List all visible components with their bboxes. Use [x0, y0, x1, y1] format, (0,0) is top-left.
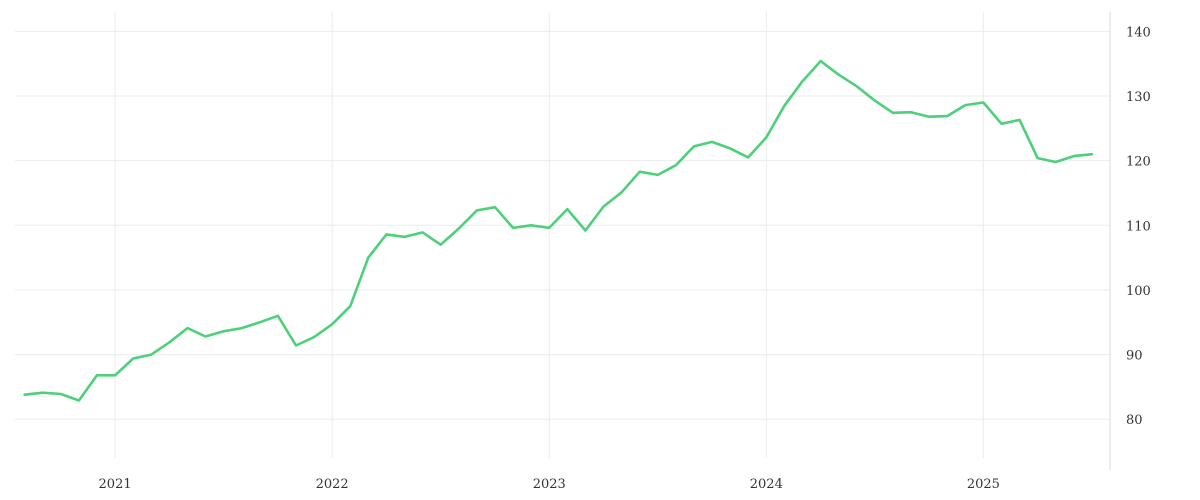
x-tick-label: 2022	[316, 477, 349, 492]
vertical-gridlines	[114, 12, 984, 458]
y-tick-label: 90	[1126, 349, 1143, 364]
y-tick-label: 140	[1126, 25, 1151, 40]
y-tick-label: 80	[1126, 413, 1143, 428]
y-tick-label: 110	[1126, 219, 1151, 234]
y-tick-label: 100	[1126, 284, 1151, 299]
y-tick-label: 120	[1126, 155, 1151, 170]
x-tick-label: 2024	[750, 477, 783, 492]
x-axis-tick-labels: 2021 2022 2023 2024 2025	[99, 477, 1000, 492]
series-line	[23, 59, 1094, 402]
x-tick-label: 2023	[533, 477, 566, 492]
y-tick-label: 130	[1126, 90, 1151, 105]
y-axis-tick-labels: 80 90 100 110 120 130 140	[1126, 25, 1151, 428]
x-tick-label: 2021	[99, 477, 132, 492]
horizontal-gridlines	[15, 30, 1110, 420]
x-tick-label: 2025	[967, 477, 1000, 492]
series-lines	[23, 59, 1094, 402]
